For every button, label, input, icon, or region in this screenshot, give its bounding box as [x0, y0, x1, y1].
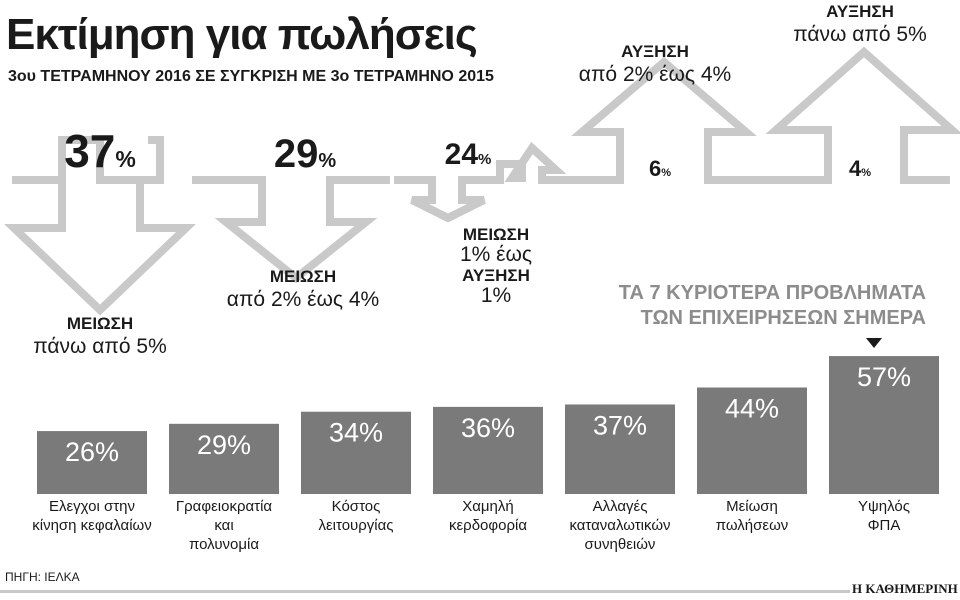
label-body: από 2% έως 4%: [226, 288, 380, 312]
bar-category-line: Αλλαγές: [592, 498, 648, 515]
label-increase-over-5: ΑΥΞΗΣΗ πάνω από 5%: [760, 2, 960, 48]
label-line: ΜΕΙΩΣΗ: [462, 225, 530, 244]
source-note: ΠΗΓΗ: ΙΕΛΚΑ: [5, 570, 80, 584]
bar-category-line: κίνηση κεφαλαίων: [32, 516, 152, 534]
pct-increase-2-4: 6%: [648, 156, 672, 181]
bar-category-label: Υψηλός ΦΠΑ: [809, 498, 959, 536]
footer-divider: [0, 590, 850, 593]
label-head: ΑΥΞΗΣΗ: [621, 42, 689, 61]
pointer-triangle-icon: [866, 338, 882, 348]
bar-category-line: λειτουργίας: [318, 516, 394, 534]
bar-category-line: ΦΠΑ: [867, 516, 901, 534]
bar-category-line: συνηθειών: [584, 535, 656, 553]
bar-value-label: 44%: [725, 394, 779, 424]
label-head: ΑΥΞΗΣΗ: [826, 2, 894, 21]
bar-category-label: Γραφειοκρατία και πολυνομία: [149, 498, 299, 554]
pct-stable: 24%: [444, 138, 492, 171]
label-body: από 2% έως 4%: [578, 63, 732, 87]
bar-category-line: κερδοφορία: [448, 516, 528, 534]
label-body: πάνω από 5%: [793, 23, 927, 47]
bar-category-line: πωλήσεων: [715, 516, 789, 534]
bar-category-line: Υψηλός: [858, 498, 910, 515]
problems-chart-title: ΤΑ 7 ΚΥΡΙΟΤΕΡΑ ΠΡΟΒΛΗΜΑΤΑ ΤΩΝ ΕΠΙΧΕΙΡΗΣΕ…: [619, 281, 926, 331]
pct-decrease-2-4: 29%: [273, 132, 337, 176]
bar-category-line: Γραφειοκρατία: [175, 498, 273, 515]
bar-category-label: Χαμηλή κερδοφορία: [413, 498, 563, 536]
bar-value-label: 34%: [329, 418, 383, 448]
bar-category-line: Χαμηλή: [462, 498, 514, 515]
publisher-logo: Η ΚΑΘΗΜΕΡΙΝΗ: [852, 581, 958, 596]
bar-category-label: Κόστος λειτουργίας: [281, 498, 431, 536]
arrow-both-small-icon: [394, 141, 600, 223]
label-line: ΑΥΞΗΣΗ: [462, 266, 530, 286]
page-title: Εκτίμηση για πωλήσεις: [6, 10, 478, 59]
problems-title-line: ΤΑ 7 ΚΥΡΙΟΤΕΡΑ ΠΡΟΒΛΗΜΑΤΑ: [618, 282, 926, 304]
bar: [37, 431, 147, 494]
page-subtitle: 3ου ΤΕΤΡΑΜΗΝΟΥ 2016 ΣΕ ΣΥΓΚΡΙΣΗ ΜΕ 3ο ΤΕ…: [8, 68, 494, 85]
label-decrease-over-5: ΜΕΙΩΣΗ πάνω από 5%: [0, 314, 200, 360]
bar-category-line: Μείωση: [726, 498, 778, 515]
bar: [301, 411, 411, 494]
label-line: 1%: [480, 284, 512, 308]
bar-category-line: Κόστος: [331, 498, 381, 515]
label-line: 1% έως: [459, 243, 533, 267]
pct-increase-over-5: 4%: [848, 156, 872, 181]
bar: [433, 406, 543, 494]
bar: [829, 356, 939, 494]
arrow-down-large-icon: [4, 136, 196, 316]
label-head: ΜΕΙΩΣΗ: [66, 314, 134, 333]
problems-title-line: ΤΩΝ ΕΠΙΧΕΙΡΗΣΕΩΝ ΣΗΜΕΡΑ: [640, 307, 926, 329]
bar-category-label: Μείωση πωλήσεων: [677, 498, 827, 536]
bar: [565, 404, 675, 494]
bar-category-label: Αλλαγές καταναλωτικών συνηθειών: [545, 498, 695, 554]
bar: [697, 387, 807, 494]
bar-category-line: Ελεγχοι στην: [48, 498, 136, 515]
label-increase-2-4: ΑΥΞΗΣΗ από 2% έως 4%: [555, 42, 755, 88]
label-stable: ΜΕΙΩΣΗ 1% έως ΑΥΞΗΣΗ 1%: [426, 225, 566, 308]
bar-value-label: 57%: [857, 362, 911, 392]
bar-category-line: και: [214, 516, 234, 534]
label-decrease-2-4: ΜΕΙΩΣΗ από 2% έως 4%: [203, 267, 403, 313]
bar-category-label: Ελεγχοι στην κίνηση κεφαλαίων: [17, 498, 167, 536]
bar-value-label: 36%: [461, 413, 515, 443]
bar-value-label: 37%: [593, 410, 647, 440]
bar-value-label: 29%: [197, 430, 251, 460]
bar-value-label: 26%: [65, 437, 119, 467]
label-body: πάνω από 5%: [33, 335, 167, 359]
bar-category-line: πολυνομία: [188, 535, 260, 553]
label-head: ΜΕΙΩΣΗ: [269, 267, 337, 286]
arrow-up-medium-icon: [571, 56, 770, 184]
arrow-up-large-icon: [765, 46, 960, 184]
bar: [169, 423, 279, 494]
bar-category-line: καταναλωτικών: [569, 516, 671, 534]
arrow-down-medium-icon: [192, 176, 390, 284]
pct-decrease-over-5: 37%: [64, 125, 136, 177]
